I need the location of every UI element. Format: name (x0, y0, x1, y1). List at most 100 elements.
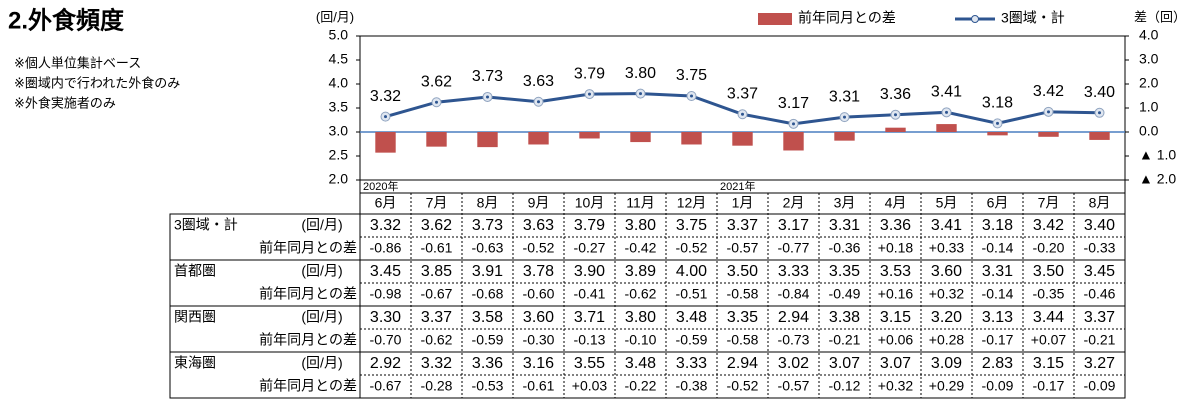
table-value: 3.73 (472, 217, 503, 234)
table-diff: -0.67 (370, 378, 402, 394)
x-tick-label: 4月 (885, 195, 907, 211)
table-diff: -0.57 (778, 378, 810, 394)
table-value: 3.91 (472, 263, 503, 280)
region-name: 3圏域・計 (174, 217, 238, 233)
marker-dot (537, 100, 540, 104)
table-value: 3.31 (982, 263, 1013, 280)
table-diff: -0.68 (472, 286, 504, 302)
table-value: 3.33 (676, 355, 707, 372)
bar (477, 132, 498, 148)
table-diff: -0.12 (829, 378, 861, 394)
table-value: 3.89 (625, 263, 656, 280)
data-label: 3.40 (1084, 84, 1115, 101)
table-diff: +0.32 (878, 378, 914, 394)
table-diff: -0.09 (1084, 378, 1116, 394)
table-diff: -0.41 (574, 286, 606, 302)
marker-dot (1098, 111, 1101, 115)
table-diff: -0.13 (574, 332, 606, 348)
table-diff: -0.58 (727, 332, 759, 348)
y2-tick-label: 3.0 (1139, 51, 1159, 67)
table-diff: -0.51 (676, 286, 708, 302)
table-value: 3.50 (1033, 263, 1064, 280)
table-diff: -0.22 (625, 378, 657, 394)
data-label: 3.80 (625, 65, 656, 82)
data-label: 3.18 (982, 95, 1013, 112)
unit-label: (回/月) (301, 217, 342, 233)
table-value: 3.36 (880, 217, 911, 234)
table-diff: -0.30 (523, 332, 555, 348)
page-title: 2.外食頻度 (8, 6, 125, 34)
x-tick-label: 8月 (1089, 195, 1111, 211)
table-value: 3.80 (625, 309, 656, 326)
table-diff: -0.52 (523, 240, 555, 256)
region-name: 関西圏 (174, 309, 216, 325)
table-value: 3.60 (931, 263, 962, 280)
marker-dot (792, 122, 795, 126)
y2-axis-label: 差（回） (1134, 9, 1186, 24)
y-tick-label: 3.5 (329, 99, 349, 115)
table-value: 3.16 (523, 355, 554, 372)
data-label: 3.17 (778, 95, 809, 112)
table-diff: -0.98 (370, 286, 402, 302)
table-diff: -0.09 (982, 378, 1014, 394)
table-diff: -0.62 (421, 332, 453, 348)
table-value: 3.55 (574, 355, 605, 372)
table-diff: -0.20 (1033, 240, 1065, 256)
bar (885, 127, 906, 132)
x-tick-label: 2月 (783, 195, 805, 211)
legend-swatch (758, 13, 792, 25)
table-diff: -0.35 (1033, 286, 1065, 302)
bar (783, 132, 804, 151)
y2-tick-label: 2.0 (1139, 75, 1159, 91)
diff-label: 前年同月との差 (259, 332, 357, 348)
data-label: 3.37 (727, 85, 758, 102)
table-value: 3.32 (421, 355, 452, 372)
y-axis-label: (回/月) (316, 9, 354, 24)
year-label: 2020年 (363, 179, 398, 193)
table-diff: -0.67 (421, 286, 453, 302)
data-label: 3.31 (829, 88, 860, 105)
table-diff: -0.14 (982, 286, 1014, 302)
y-tick-label: 4.0 (329, 75, 349, 91)
y-tick-label: 5.0 (329, 27, 349, 43)
legend-label: 3圏域・計 (1001, 10, 1065, 26)
table-value: 2.94 (778, 309, 809, 326)
bar (426, 132, 447, 147)
table-frame (169, 213, 1126, 399)
table-value: 3.17 (778, 217, 809, 234)
table-value: 3.32 (370, 217, 401, 234)
marker-dot (996, 121, 999, 125)
x-tick-label: 11月 (626, 195, 655, 211)
table-diff: -0.60 (523, 286, 555, 302)
table-value: 3.85 (421, 263, 452, 280)
table-diff: -0.46 (1084, 286, 1116, 302)
y-tick-label: 4.5 (329, 51, 349, 67)
y2-tick-label: 0.0 (1139, 123, 1159, 139)
marker-dot (486, 95, 489, 99)
bar (681, 132, 702, 145)
table-diff: -0.17 (1033, 378, 1065, 394)
table-diff: -0.14 (982, 240, 1014, 256)
table-value: 2.83 (982, 355, 1013, 372)
x-tick-label: 6月 (375, 195, 397, 211)
marker-dot (894, 113, 897, 117)
marker-dot (435, 100, 438, 104)
table-value: 3.53 (880, 263, 911, 280)
bar (528, 132, 549, 145)
data-label: 3.41 (931, 84, 962, 101)
y2-tick-label: ▲ 1.0 (1139, 147, 1176, 163)
table-value: 3.15 (1033, 355, 1064, 372)
table-diff: -0.70 (370, 332, 402, 348)
marker-dot (384, 115, 387, 119)
x-tick-label: 10月 (575, 195, 605, 211)
y2-tick-label: 4.0 (1139, 27, 1159, 43)
note: ※個人単位集計ベース (14, 55, 141, 70)
table-value: 3.18 (982, 217, 1013, 234)
y2-tick-label: ▲ 2.0 (1139, 171, 1176, 187)
table-diff: +0.29 (929, 378, 965, 394)
table-diff: -0.42 (625, 240, 657, 256)
table-diff: -0.10 (625, 332, 657, 348)
data-label: 3.62 (421, 73, 452, 90)
table-value: 3.35 (829, 263, 860, 280)
table-value: 2.94 (727, 355, 758, 372)
